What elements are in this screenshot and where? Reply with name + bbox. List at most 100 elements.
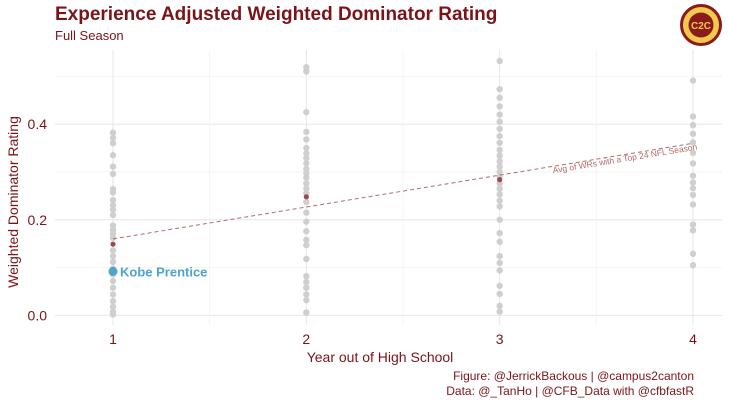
data-point	[303, 209, 310, 216]
data-point	[303, 185, 310, 192]
data-point	[303, 228, 310, 235]
trend-line-group: Avg of WRs with a Top 24 NFL Season	[112, 142, 698, 240]
data-point	[303, 128, 310, 135]
data-point	[496, 238, 503, 245]
data-point	[689, 121, 697, 129]
data-point	[496, 191, 503, 198]
data-point	[689, 172, 697, 179]
data-point	[109, 303, 117, 311]
data-point	[303, 273, 310, 280]
data-points	[109, 57, 697, 318]
data-point	[303, 160, 310, 167]
data-point	[689, 262, 697, 269]
average-point	[497, 177, 503, 183]
data-point	[303, 150, 310, 157]
data-point	[496, 152, 503, 159]
data-point	[303, 296, 310, 304]
data-point	[496, 203, 503, 210]
data-point	[496, 139, 503, 146]
data-point	[109, 134, 117, 142]
data-point	[109, 234, 117, 242]
x-axis-label: Year out of High School	[307, 349, 454, 365]
data-point	[496, 185, 503, 192]
data-point	[496, 308, 503, 315]
data-point	[303, 241, 310, 249]
data-point	[496, 146, 503, 154]
data-point	[689, 149, 697, 157]
data-point	[689, 227, 697, 234]
data-point	[496, 197, 503, 204]
x-tick-label: 4	[689, 331, 697, 347]
data-point	[689, 191, 697, 199]
data-point	[496, 168, 503, 176]
data-point	[496, 267, 503, 274]
average-point	[110, 241, 116, 247]
data-point	[303, 108, 310, 116]
data-point	[689, 179, 697, 186]
data-point	[303, 174, 310, 181]
data-point	[303, 144, 310, 152]
data-point	[109, 297, 117, 305]
data-credit: Data: @_TanHo | @CFB_Data with @cfbfastR	[446, 384, 694, 398]
data-point	[689, 221, 697, 228]
highlight-label: Kobe Prentice	[120, 264, 207, 279]
data-point	[303, 278, 310, 286]
data-point	[689, 250, 697, 257]
y-tick-label: 0.2	[28, 212, 48, 228]
data-point	[689, 130, 697, 137]
data-point	[689, 113, 697, 120]
data-point	[496, 229, 503, 237]
data-point	[109, 196, 117, 204]
data-point	[109, 247, 117, 254]
data-point	[496, 252, 503, 260]
y-tick-label: 0.0	[28, 307, 48, 323]
data-point	[496, 118, 503, 125]
trend-line-label: Avg of WRs with a Top 24 NFL Season	[552, 142, 698, 176]
data-point	[303, 309, 310, 316]
chart-title: Experience Adjusted Weighted Dominator R…	[55, 4, 498, 25]
data-point	[109, 152, 117, 159]
data-point	[109, 211, 117, 219]
x-tick-label: 3	[496, 331, 504, 347]
data-point	[109, 277, 117, 285]
logo-text: C2C	[691, 21, 711, 32]
data-point	[303, 154, 310, 162]
data-point	[109, 258, 117, 266]
x-axis-ticks: 1 2 3 4	[109, 331, 697, 347]
data-point	[109, 163, 117, 170]
data-point	[689, 201, 697, 208]
data-point	[496, 103, 503, 110]
data-point	[496, 125, 503, 133]
y-tick-label: 0.4	[28, 116, 48, 132]
data-point	[109, 206, 117, 213]
data-point	[303, 284, 310, 291]
average-points	[110, 177, 503, 247]
x-tick-label: 1	[109, 331, 117, 347]
data-point	[109, 189, 117, 196]
data-point	[109, 129, 117, 136]
data-point	[689, 185, 697, 192]
data-point	[303, 236, 310, 244]
data-point	[496, 163, 503, 170]
highlight-point	[108, 266, 118, 276]
data-point	[496, 216, 503, 223]
data-point	[496, 302, 503, 310]
data-point	[303, 291, 310, 298]
data-point	[109, 252, 117, 260]
data-point	[496, 57, 503, 65]
data-point	[303, 255, 310, 263]
data-point	[496, 86, 503, 93]
data-point	[496, 282, 503, 289]
x-tick-label: 2	[302, 331, 310, 347]
logo-center	[688, 12, 714, 38]
data-point	[496, 259, 503, 267]
data-point	[303, 218, 310, 225]
data-point	[109, 311, 117, 318]
data-point	[496, 290, 503, 298]
data-point	[496, 94, 503, 102]
y-axis-label: Weighted Dominator Rating	[5, 116, 21, 288]
data-point	[689, 139, 697, 146]
data-point	[496, 111, 503, 118]
data-point	[689, 77, 697, 84]
